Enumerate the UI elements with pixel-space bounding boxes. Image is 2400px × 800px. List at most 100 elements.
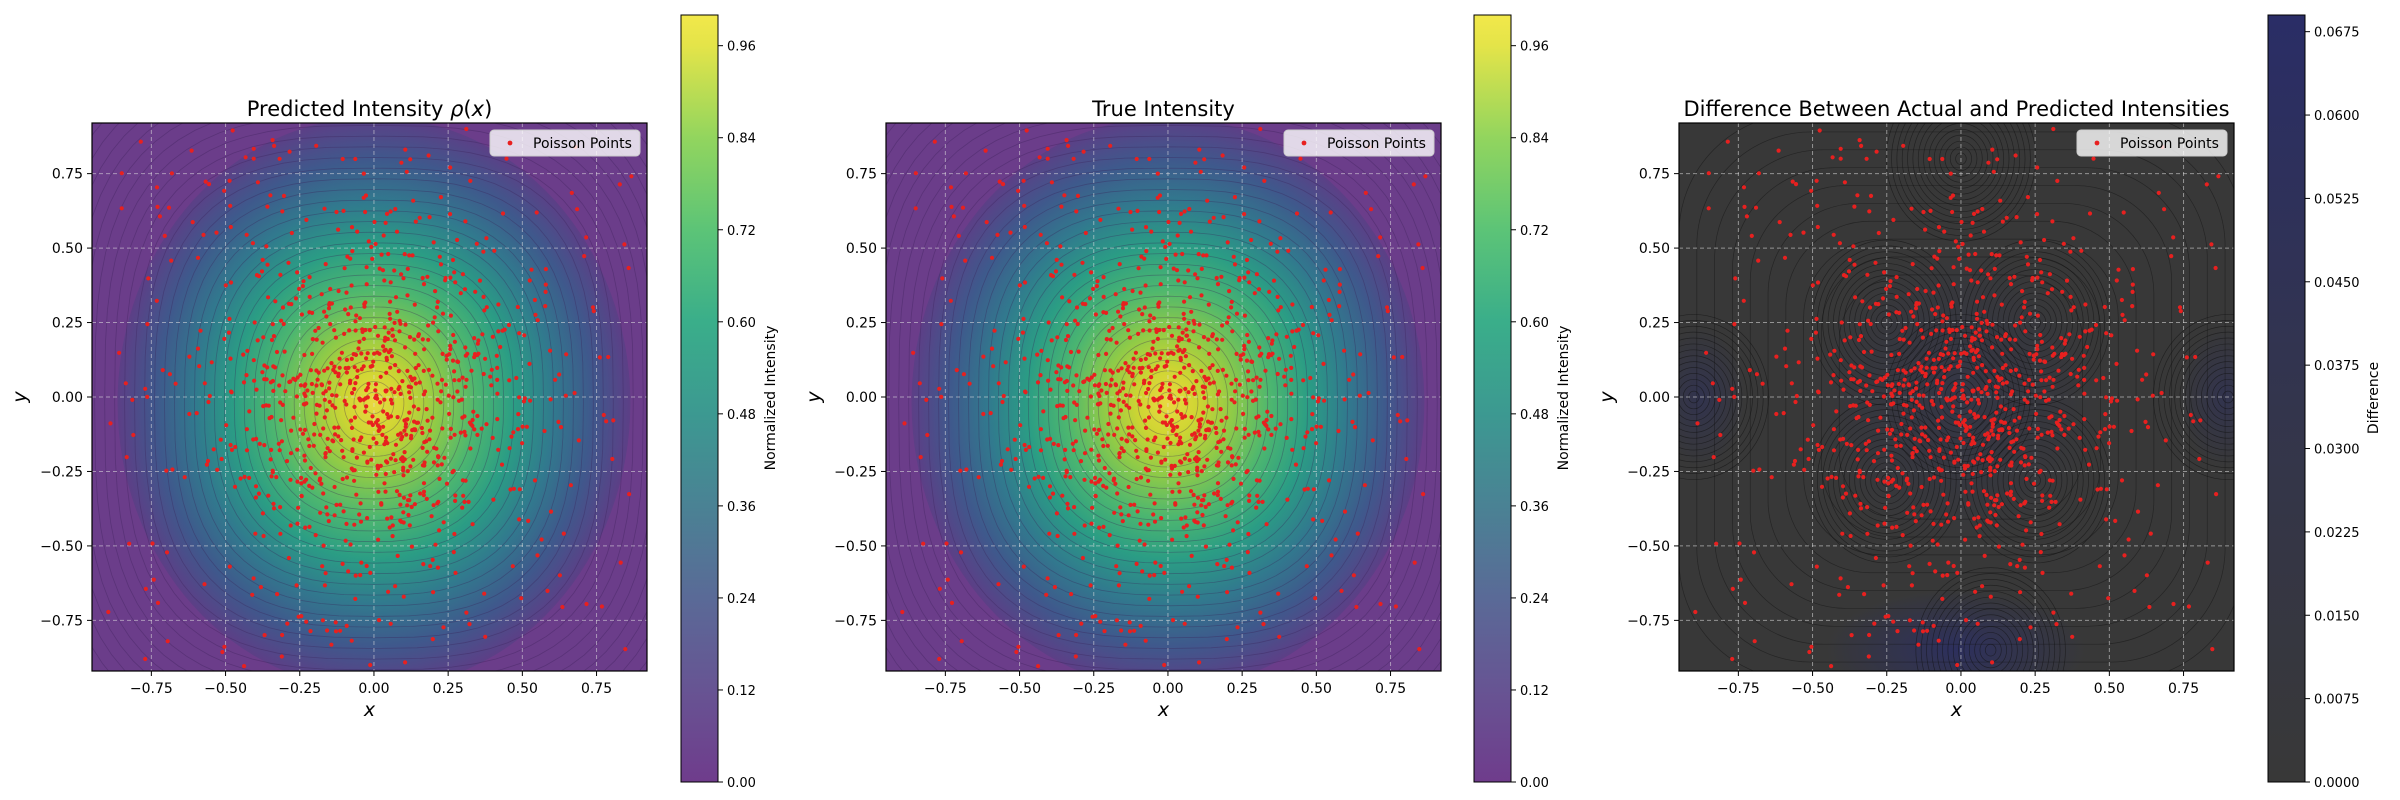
- poisson-point: [1213, 425, 1218, 431]
- poisson-point: [1774, 354, 1779, 359]
- contour-line: [1931, 584, 2050, 671]
- poisson-point: [1195, 473, 1200, 478]
- poisson-point: [228, 203, 233, 208]
- poisson-point: [1929, 331, 1934, 336]
- poisson-point: [1801, 230, 1806, 235]
- poisson-point: [1940, 381, 1945, 386]
- poisson-point: [2140, 377, 2145, 382]
- poisson-point: [2171, 601, 2176, 607]
- poisson-point: [2038, 332, 2043, 338]
- poisson-point: [382, 325, 387, 330]
- poisson-point: [1176, 442, 1181, 447]
- poisson-point: [1210, 407, 1215, 412]
- poisson-point: [1881, 394, 1886, 399]
- poisson-point: [1990, 322, 1995, 327]
- poisson-point: [1065, 364, 1070, 369]
- y-ticks: 0.750.500.250.00−0.25−0.50−0.75: [1627, 167, 1679, 629]
- poisson-point: [1926, 350, 1931, 355]
- poisson-point: [2119, 297, 2124, 303]
- poisson-point: [2006, 425, 2011, 431]
- poisson-point: [1977, 333, 1982, 338]
- poisson-point: [313, 533, 318, 538]
- poisson-point: [1839, 378, 1844, 383]
- poisson-point: [1065, 501, 1070, 506]
- poisson-point: [2111, 424, 2116, 429]
- poisson-point: [1276, 591, 1281, 596]
- poisson-point: [295, 270, 300, 275]
- poisson-point: [302, 427, 308, 432]
- poisson-point: [2144, 372, 2149, 377]
- poisson-point: [430, 373, 435, 378]
- poisson-point: [384, 357, 389, 363]
- contour-line: [1117, 349, 1219, 457]
- poisson-point: [1864, 448, 1869, 453]
- poisson-point: [939, 394, 944, 399]
- contour-line: [918, 135, 1418, 671]
- poisson-point: [1266, 352, 1272, 357]
- poisson-point: [2018, 503, 2023, 508]
- poisson-point: [1127, 370, 1132, 375]
- poisson-point: [1316, 396, 1321, 401]
- poisson-point: [1894, 275, 1899, 280]
- poisson-point: [1234, 426, 1239, 431]
- poisson-point: [401, 473, 406, 478]
- poisson-point: [369, 457, 374, 462]
- poisson-point: [444, 357, 449, 362]
- poisson-point: [2087, 211, 2093, 216]
- poisson-point: [1089, 270, 1094, 275]
- poisson-point: [1784, 364, 1789, 369]
- poisson-point: [1194, 379, 1199, 384]
- poisson-point: [1158, 356, 1163, 361]
- colorbar: [2267, 14, 2306, 783]
- poisson-point: [408, 464, 413, 469]
- poisson-point: [383, 220, 388, 225]
- poisson-point: [1950, 396, 1955, 401]
- poisson-point: [251, 576, 256, 581]
- poisson-point: [241, 380, 247, 385]
- poisson-point: [1897, 485, 1902, 490]
- legend: Poisson Points: [2076, 129, 2228, 157]
- poisson-point: [1290, 302, 1295, 307]
- poisson-point: [1931, 623, 1936, 629]
- poisson-point: [143, 586, 148, 592]
- poisson-point: [1794, 393, 1799, 399]
- poisson-point: [460, 505, 465, 510]
- poisson-point: [1078, 459, 1084, 464]
- poisson-point: [1909, 206, 1914, 211]
- poisson-point: [1141, 328, 1146, 333]
- poisson-point: [1290, 447, 1295, 452]
- poisson-point: [1921, 209, 1926, 215]
- poisson-point: [1275, 249, 1280, 254]
- poisson-point: [2102, 304, 2107, 310]
- poisson-point: [2039, 369, 2044, 374]
- poisson-point: [298, 372, 303, 377]
- poisson-point: [426, 323, 431, 328]
- poisson-point: [2047, 415, 2052, 420]
- poisson-point: [1262, 178, 1267, 183]
- poisson-point: [1091, 286, 1096, 291]
- poisson-point: [1197, 660, 1202, 665]
- poisson-point: [417, 380, 422, 385]
- poisson-point: [273, 299, 278, 304]
- poisson-point: [131, 432, 136, 438]
- poisson-point: [1063, 474, 1068, 479]
- poisson-point: [1080, 260, 1085, 265]
- poisson-point: [1099, 388, 1104, 393]
- poisson-point: [2050, 384, 2055, 389]
- poisson-point: [395, 309, 400, 314]
- poisson-point: [2162, 207, 2167, 212]
- contour-line: [164, 178, 584, 628]
- poisson-point: [1980, 442, 1986, 447]
- poisson-point: [405, 266, 410, 271]
- poisson-point: [343, 307, 348, 312]
- poisson-point: [945, 577, 950, 582]
- poisson-point: [1140, 569, 1145, 574]
- poisson-point: [380, 268, 386, 273]
- poisson-point: [325, 512, 330, 517]
- poisson-point: [2024, 528, 2029, 533]
- poisson-point: [365, 351, 370, 356]
- poisson-point: [1956, 244, 1961, 249]
- poisson-point: [293, 377, 298, 382]
- poisson-point: [2130, 282, 2135, 287]
- poisson-point: [1952, 460, 1957, 465]
